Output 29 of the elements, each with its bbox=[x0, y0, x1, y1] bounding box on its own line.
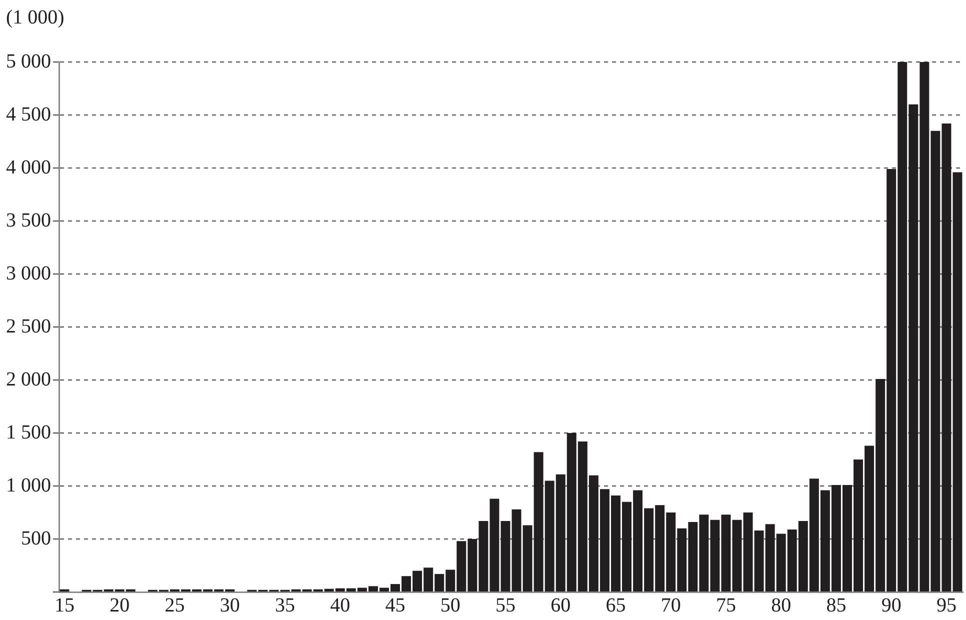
x-tick-label: 75 bbox=[716, 594, 736, 616]
x-tick-label: 55 bbox=[495, 594, 516, 616]
x-tick-label: 30 bbox=[220, 594, 240, 616]
y-tick-label: 2 500 bbox=[6, 315, 51, 338]
x-tick-label: 65 bbox=[606, 594, 626, 616]
x-tick-label: 95 bbox=[936, 594, 956, 616]
x-tick-label: 35 bbox=[275, 594, 295, 616]
y-tick-label: 1 500 bbox=[6, 421, 51, 444]
x-tick-label: 70 bbox=[660, 594, 681, 616]
x-tick-label: 90 bbox=[881, 594, 902, 616]
x-tick-label: 60 bbox=[550, 594, 571, 616]
bar bbox=[732, 520, 742, 592]
y-tick-label: 4 500 bbox=[6, 103, 51, 126]
x-tick-label: 85 bbox=[826, 594, 846, 616]
y-tick-label: 2 000 bbox=[6, 368, 51, 390]
x-tick-label: 45 bbox=[385, 594, 406, 616]
y-tick-label: 5 000 bbox=[6, 50, 51, 72]
x-tick-label: 15 bbox=[54, 594, 75, 616]
y-tick-label: 3 000 bbox=[6, 262, 51, 284]
x-tick-label: 80 bbox=[771, 594, 792, 616]
x-tick-label: 20 bbox=[110, 594, 130, 616]
x-tick-label: 40 bbox=[330, 594, 350, 616]
y-tick-label: 3 500 bbox=[6, 209, 51, 232]
y-tick-label: 1 000 bbox=[6, 474, 51, 496]
y-axis-title: (1 000) bbox=[6, 6, 64, 28]
x-tick-label: 50 bbox=[440, 594, 460, 616]
y-tick-label: 500 bbox=[21, 527, 51, 550]
x-tick-label: 25 bbox=[164, 594, 185, 616]
y-tick-label: 4 000 bbox=[6, 156, 51, 178]
